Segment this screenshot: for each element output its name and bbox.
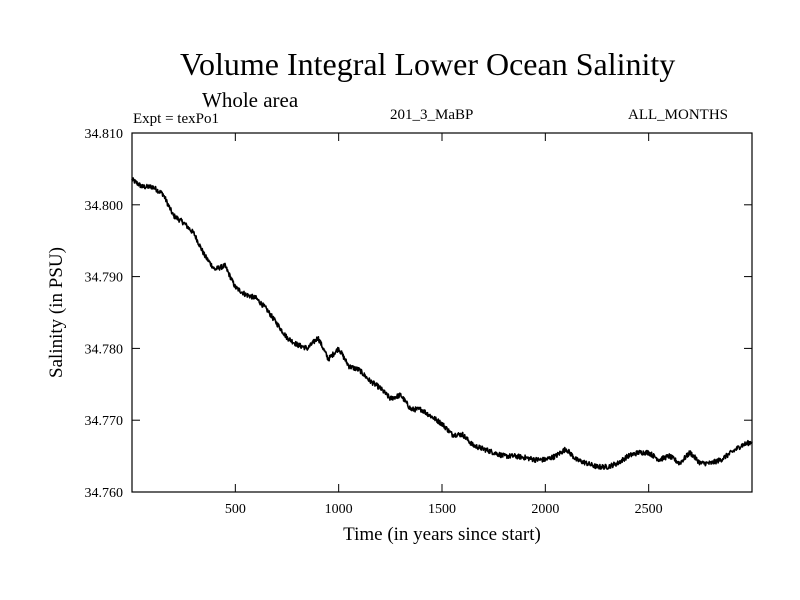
run-code-label: 201_3_MaBP [390, 107, 474, 123]
salinity-series-line [131, 177, 753, 470]
y-tick-label: 34.810 [85, 127, 124, 142]
months-label: ALL_MONTHS [628, 107, 728, 123]
y-tick-label: 34.790 [85, 271, 124, 286]
plot-frame [131, 132, 753, 493]
y-tick-label: 34.760 [85, 486, 124, 501]
x-tick-label: 2000 [531, 502, 559, 517]
y-tick-label: 34.800 [85, 199, 124, 214]
x-tick-label: 1000 [325, 502, 353, 517]
experiment-label: Expt = texPo1 [133, 111, 219, 127]
x-axis-ticks: 500 1000 1500 2000 2500 [225, 133, 663, 517]
y-tick-label: 34.780 [85, 342, 124, 357]
y-axis-ticks: 34.760 34.770 34.780 34.790 34.800 34.810 [85, 127, 752, 501]
y-axis-label: Salinity (in PSU) [46, 247, 67, 378]
x-tick-label: 1500 [428, 502, 456, 517]
chart-title: Volume Integral Lower Ocean Salinity [180, 46, 676, 82]
x-axis-label: Time (in years since start) [343, 524, 541, 545]
x-tick-label: 2500 [635, 502, 663, 517]
chart-subtitle: Whole area [202, 88, 299, 112]
y-tick-label: 34.770 [85, 414, 124, 429]
x-tick-label: 500 [225, 502, 246, 517]
